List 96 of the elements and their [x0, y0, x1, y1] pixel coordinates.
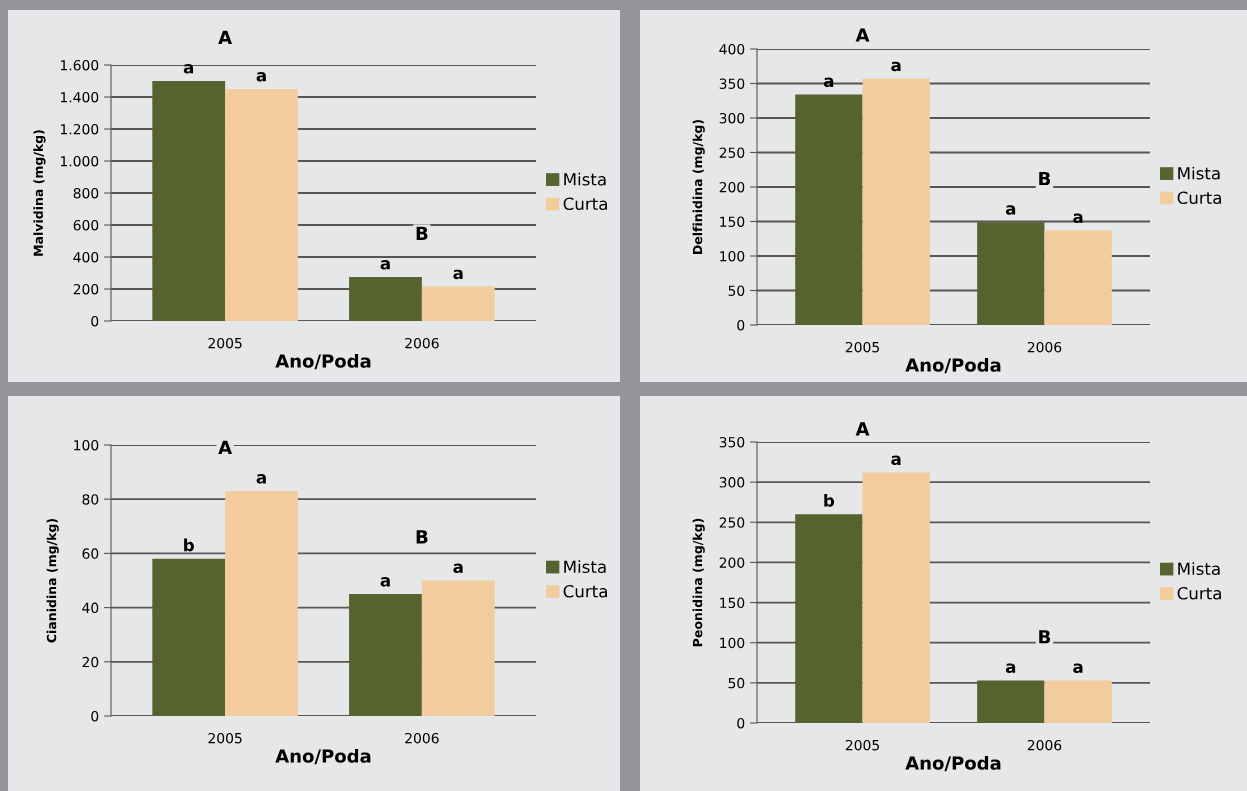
data-label: a — [453, 563, 463, 574]
bar — [977, 222, 1045, 325]
x-tick-label: 2005 — [845, 739, 879, 751]
y-axis-title: Delfinidina (mg/kg) — [692, 119, 705, 254]
y-tick-label: 1.000 — [60, 155, 99, 167]
y-tick-label: 50 — [728, 285, 745, 296]
y-tick-label: 1.600 — [60, 59, 99, 71]
bar — [1044, 230, 1112, 325]
data-label: b — [824, 493, 835, 507]
y-tick-label: 150 — [720, 216, 745, 227]
x-tick-label: 2005 — [208, 337, 242, 349]
y-tick-label: 400 — [719, 43, 745, 55]
bar — [152, 558, 226, 716]
legend-label: Mista — [564, 560, 606, 574]
bar — [225, 491, 298, 716]
text: A — [855, 28, 870, 42]
data-label: a — [823, 77, 834, 88]
y-tick-label: 0 — [91, 710, 99, 722]
y-tick-label: 0 — [737, 717, 745, 729]
y-tick-label: 300 — [719, 477, 745, 488]
y-tick-label: 350 — [719, 78, 745, 89]
legend-label: Mista — [1178, 166, 1220, 180]
data-label: a — [183, 64, 194, 74]
data-label: a — [256, 72, 266, 82]
x-axis-title: Ano/Poda — [905, 755, 1001, 772]
data-label: a — [1073, 663, 1083, 674]
bar — [795, 94, 863, 325]
data-label: a — [1005, 205, 1016, 215]
y-tick-label: 300 — [719, 112, 745, 124]
y-tick-label: 0 — [91, 315, 99, 327]
y-axis-title: Malvidina (mg/kg) — [33, 130, 46, 256]
y-axis-title: Cianidina (mg/kg) — [46, 518, 59, 643]
y-tick-label: 0 — [737, 319, 745, 331]
data-label: b — [184, 538, 194, 552]
y-tick-label: 350 — [719, 436, 745, 448]
bar — [795, 514, 863, 723]
bar — [421, 580, 495, 716]
legend-label: Curta — [1177, 191, 1221, 205]
legend-label: Curta — [563, 197, 607, 211]
y-tick-label: 200 — [73, 283, 99, 295]
y-axis-title: Peonidina (mg/kg) — [692, 518, 705, 647]
annotation: A — [218, 440, 233, 454]
data-label: a — [256, 474, 266, 484]
x-tick-label: 2006 — [1027, 739, 1062, 751]
bar — [421, 286, 495, 321]
bar — [862, 472, 930, 723]
legend-label: Mista — [1178, 562, 1220, 576]
y-tick-label: 200 — [719, 557, 745, 568]
data-label: a — [891, 455, 901, 466]
y-tick-label: 100 — [720, 637, 745, 649]
annotation: B — [416, 530, 428, 544]
y-tick-label: 1.400 — [60, 91, 99, 103]
y-tick-label: 80 — [82, 494, 99, 505]
y-tick-label: 250 — [719, 517, 745, 528]
x-axis-title: Ano/Poda — [275, 748, 371, 765]
x-tick-label: 2006 — [1027, 341, 1062, 353]
data-label: a — [453, 269, 463, 280]
bar — [1044, 680, 1112, 723]
text: A — [855, 422, 870, 436]
y-tick-label: 250 — [719, 147, 745, 158]
y-tick-label: 1.200 — [60, 123, 99, 135]
y-tick-label: 150 — [720, 597, 745, 609]
y-tick-label: 200 — [719, 181, 745, 193]
bar — [349, 277, 422, 321]
y-tick-label: 40 — [82, 602, 99, 614]
x-tick-label: 2005 — [208, 732, 242, 744]
annotation: B — [1039, 171, 1051, 186]
y-tick-label: 50 — [728, 677, 745, 689]
x-axis-title: Ano/Poda — [275, 353, 371, 370]
x-tick-label: 2006 — [405, 337, 439, 349]
bar — [349, 594, 422, 716]
data-label: a — [1073, 213, 1083, 224]
y-tick-label: 100 — [74, 439, 99, 451]
bar — [225, 89, 298, 321]
y-tick-label: 60 — [82, 548, 99, 559]
data-label: a — [1005, 663, 1016, 674]
legend-label: Mista — [564, 172, 606, 186]
y-tick-label: 600 — [73, 219, 99, 231]
annotation: B — [416, 226, 428, 240]
data-label: a — [891, 61, 901, 72]
y-tick-label: 100 — [720, 250, 745, 262]
data-label: a — [380, 260, 390, 270]
text: A — [218, 30, 233, 44]
y-tick-label: 800 — [73, 187, 99, 199]
legend-label: Curta — [563, 584, 607, 598]
legend-label: Curta — [1177, 586, 1221, 600]
bar — [977, 680, 1045, 723]
x-tick-label: 2006 — [405, 732, 439, 744]
x-tick-label: 2005 — [845, 341, 879, 353]
data-label: a — [380, 577, 390, 587]
y-tick-label: 400 — [73, 251, 99, 263]
bar — [862, 78, 930, 325]
bar — [152, 81, 226, 321]
annotation: B — [1039, 630, 1051, 644]
x-axis-title: Ano/Poda — [905, 357, 1001, 374]
y-tick-label: 20 — [82, 656, 99, 668]
